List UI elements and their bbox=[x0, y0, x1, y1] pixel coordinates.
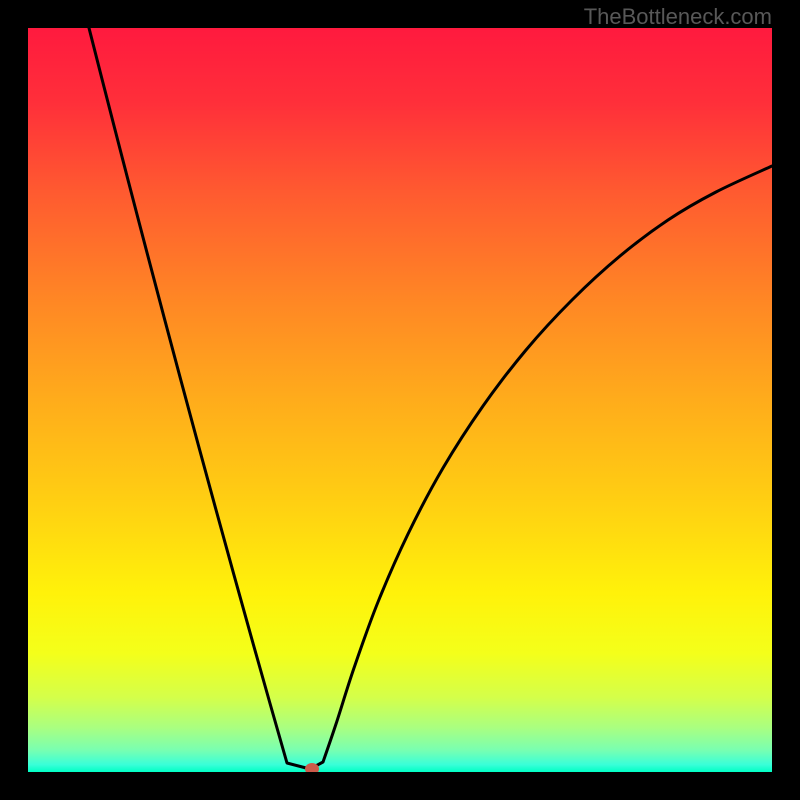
plot-area bbox=[28, 28, 772, 772]
minimum-marker bbox=[305, 763, 319, 772]
bottleneck-curve bbox=[28, 28, 772, 772]
curve-path bbox=[89, 28, 772, 769]
watermark-text: TheBottleneck.com bbox=[584, 4, 772, 30]
